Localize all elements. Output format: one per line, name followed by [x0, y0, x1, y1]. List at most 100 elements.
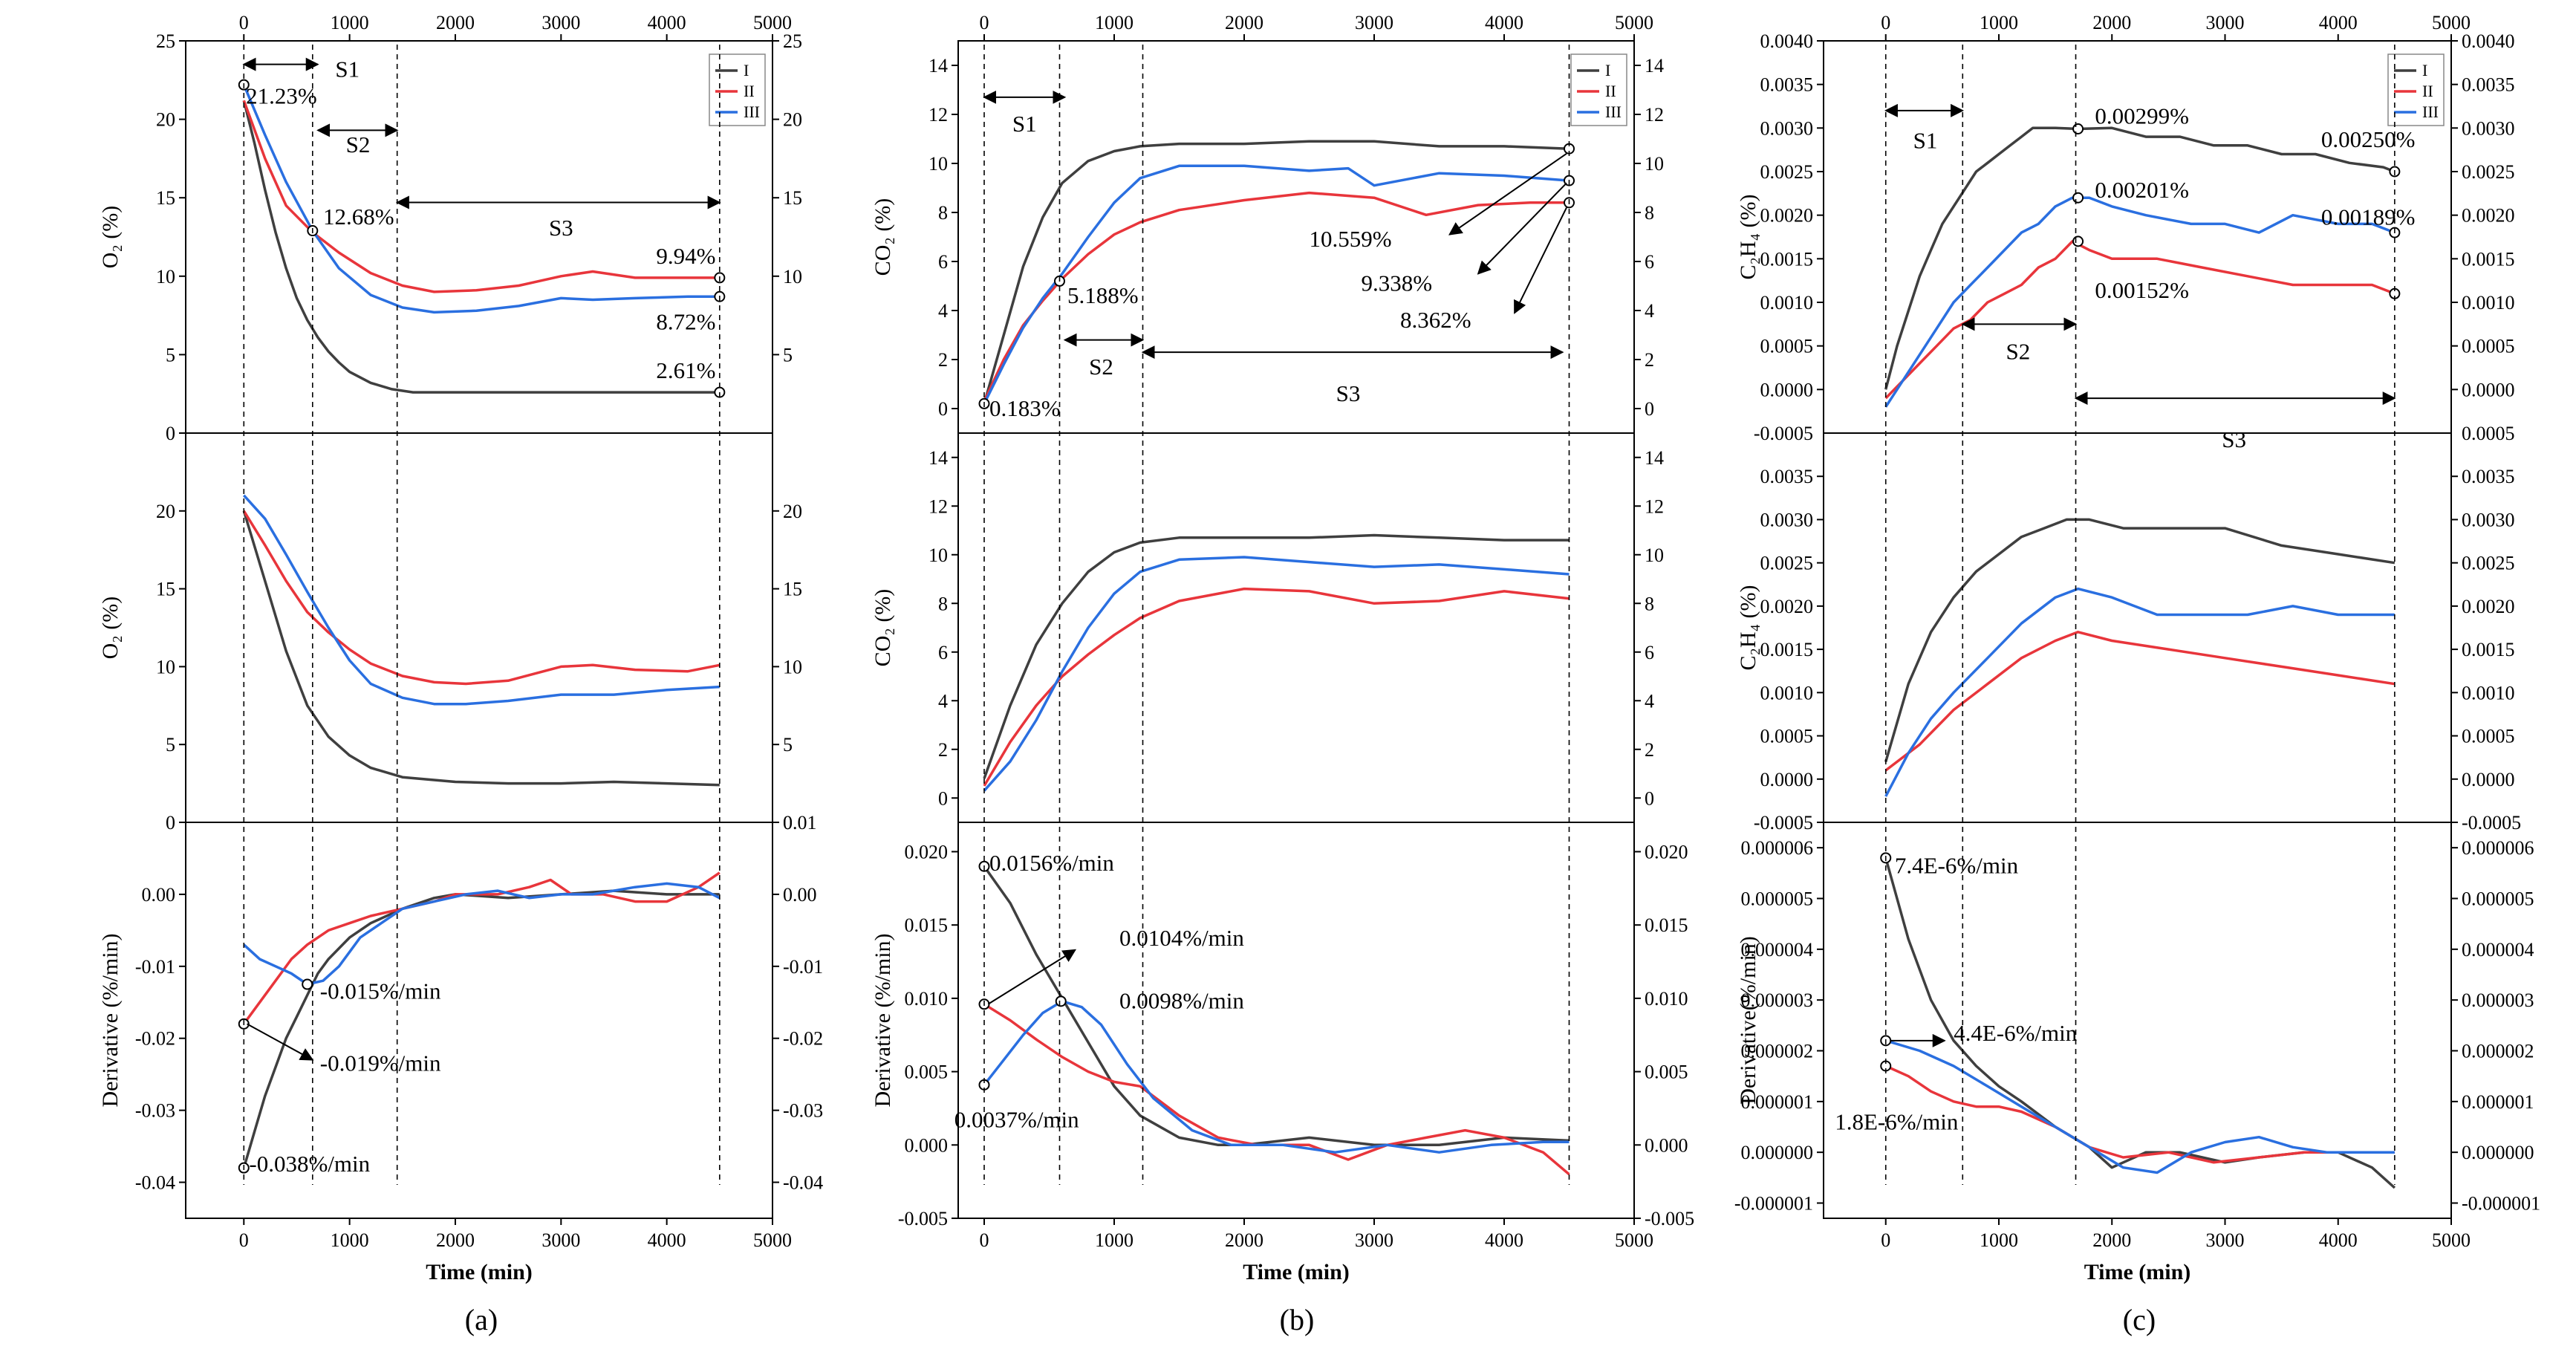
- axes-frame: [1823, 822, 2452, 1219]
- y-tick-label: 0.0035: [1760, 466, 1814, 487]
- stage-label: S3: [2222, 426, 2246, 452]
- y-tick-label-right: 10: [1645, 545, 1664, 566]
- y-tick-label: 0.0000: [1760, 379, 1814, 400]
- y-tick-label: 6: [938, 251, 948, 273]
- y-tick-label-right: 6: [1645, 642, 1654, 663]
- y-tick-label-bottom-right: 0.0005: [2462, 423, 2515, 444]
- value-annotation: 2.61%: [656, 357, 715, 383]
- y-tick-label-right: -0.000001: [2462, 1193, 2540, 1215]
- y-tick-label-right: -0.04: [783, 1172, 823, 1194]
- legend-box: [709, 53, 766, 126]
- panel-c: 0.0000 0.0005 0.0010 0.0015 0.0020 0.0025 0.00…: [1734, 12, 2540, 1336]
- y-tick-label: 0.0035: [1760, 74, 1814, 96]
- x-tick-label-top: 4000: [648, 12, 686, 33]
- x-tick-label: 5000: [1615, 1229, 1653, 1251]
- panel-letter: (c): [2123, 1303, 2156, 1336]
- subplot-c-deriv: -0.000001 0.000000 0.000001 0.000002 0.00000…: [1734, 822, 2540, 1219]
- legend-label-III: III: [2422, 103, 2439, 121]
- y-tick-label: 10: [156, 266, 175, 287]
- axes-frame: [185, 822, 773, 1219]
- x-tick-label: 1000: [331, 1229, 369, 1251]
- x-axis-label: Time (min): [2084, 1260, 2191, 1284]
- y-axis-label: O₂ (%): [98, 597, 123, 660]
- series-line-II: [242, 100, 720, 293]
- y-tick-label: 0: [166, 423, 175, 444]
- y-tick-label: 0: [938, 787, 948, 809]
- y-tick-label: -0.005: [898, 1208, 948, 1229]
- subplot-b-deriv: -0.005 0.000 0.005 0.010 0.015 0.020 -0.005 0.0…: [871, 822, 1694, 1229]
- y-tick-label-right: 8: [1645, 593, 1654, 614]
- y-tick-label-right: 0.0000: [2462, 379, 2515, 400]
- value-annotation: 0.00299%: [2095, 103, 2189, 129]
- value-annotation: 12.68%: [323, 204, 394, 230]
- y-axis-label: O₂ (%): [98, 206, 123, 269]
- y-tick-label-right: 0.0015: [2462, 639, 2515, 660]
- subplot-c-raw: 0.0000 0.0005 0.0010 0.0015 0.0020 0.0025 0.00…: [1736, 30, 2515, 452]
- x-tick-label: 5000: [2432, 1229, 2471, 1251]
- y-tick-label-right: -0.03: [783, 1100, 823, 1122]
- x-axis-label: Time (min): [426, 1260, 533, 1284]
- value-annotation: 0.00250%: [2321, 126, 2416, 152]
- y-tick-label-right: 0.0005: [2462, 726, 2515, 747]
- y-tick-label: 15: [156, 579, 175, 600]
- y-tick-label-right: 0.000: [1645, 1134, 1688, 1156]
- panel-letter: (b): [1280, 1303, 1315, 1336]
- x-tick-label-top: 5000: [2432, 12, 2471, 33]
- data-marker: [2072, 235, 2084, 247]
- annotation-arrow: [1477, 182, 1567, 275]
- y-tick-label: 0.005: [905, 1062, 949, 1083]
- x-tick-label-top: 4000: [1485, 12, 1523, 33]
- y-tick-label-right: 0.000001: [2462, 1091, 2534, 1113]
- y-tick-label-right: 25: [783, 30, 802, 52]
- legend-label-II: II: [2422, 82, 2433, 100]
- y-tick-label-right: 0: [1645, 787, 1654, 809]
- y-tick-label-right: 10: [783, 266, 802, 287]
- x-tick-label: 3000: [1355, 1229, 1393, 1251]
- y-tick-label: 0.010: [905, 988, 949, 1010]
- y-tick-label: 14: [928, 55, 948, 77]
- y-tick-label: 10: [928, 153, 948, 175]
- y-tick-label: -0.03: [135, 1100, 175, 1122]
- x-tick-label-top: 2000: [2092, 12, 2131, 33]
- y-tick-label: 0.015: [905, 914, 949, 936]
- y-tick-label: 0.0025: [1760, 161, 1814, 183]
- y-tick-label-right: 2: [1645, 349, 1654, 371]
- y-tick-label-right: 0.01: [783, 812, 817, 833]
- y-tick-label: 0.0030: [1760, 509, 1814, 530]
- data-marker: [2072, 123, 2084, 135]
- x-tick-label-top: 0: [239, 12, 249, 33]
- y-tick-label-right: -0.0005: [2462, 812, 2521, 833]
- axes-frame: [185, 432, 773, 823]
- value-annotation: 8.72%: [656, 309, 715, 335]
- y-tick-label-right: 0.0030: [2462, 117, 2515, 139]
- data-marker: [1055, 995, 1067, 1007]
- y-tick-label: 5: [166, 344, 175, 365]
- x-tick-label: 3000: [2205, 1229, 2244, 1251]
- y-tick-label: 20: [156, 109, 175, 131]
- value-annotation: -0.038%/min: [249, 1151, 370, 1177]
- y-tick-label: 8: [938, 202, 948, 224]
- y-tick-label-right: 8: [1645, 202, 1654, 224]
- value-annotation: 0.00152%: [2095, 277, 2189, 303]
- axes-frame: [957, 822, 1635, 1219]
- y-tick-label: 0.00: [142, 884, 176, 906]
- y-tick-label-right: 20: [783, 109, 802, 131]
- y-tick-label: 0.0005: [1760, 726, 1814, 747]
- series-line-III: [1884, 587, 2395, 797]
- stage-label: S2: [346, 131, 371, 157]
- y-tick-label: 0.000002: [1741, 1041, 1814, 1062]
- series-line-I: [242, 889, 720, 1169]
- series-line-III: [983, 164, 1570, 405]
- value-annotation: 10.559%: [1310, 226, 1392, 252]
- value-annotation: 7.4E-6%/min: [1895, 852, 2019, 878]
- stage-label: S3: [549, 215, 573, 241]
- y-tick-label: 0.020: [905, 841, 949, 862]
- y-tick-label-right: 5: [783, 734, 793, 755]
- y-tick-label-right: 0.000002: [2462, 1041, 2534, 1062]
- stage-label: S1: [335, 56, 360, 82]
- y-tick-label-right: 0.0020: [2462, 596, 2515, 617]
- y-tick-label-right: 0.0035: [2462, 466, 2515, 487]
- y-tick-label: 0.0015: [1760, 248, 1814, 270]
- y-tick-label: 0.000001: [1741, 1091, 1814, 1113]
